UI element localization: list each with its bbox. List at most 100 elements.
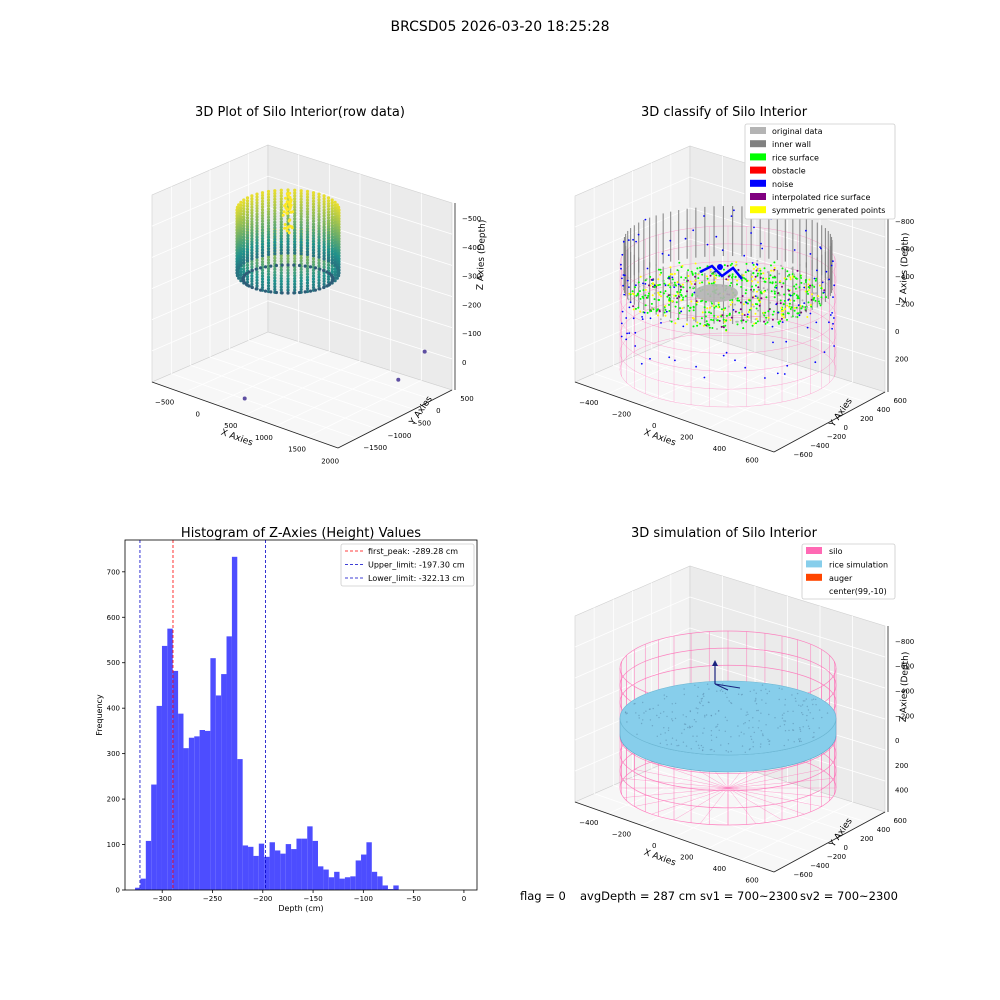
- cls-point: [664, 290, 667, 293]
- cls-point: [709, 268, 712, 271]
- sim-rice-point: [697, 686, 699, 689]
- cls-point: [751, 303, 754, 306]
- cls-point: [736, 320, 739, 323]
- raw-point: [274, 263, 278, 268]
- cls-point: [773, 266, 776, 269]
- panel-simulation-3d: 3D simulation of Silo Interior −400−2000…: [574, 526, 914, 884]
- raw-z-tick-label: −300: [462, 273, 481, 281]
- raw-point: [326, 227, 331, 231]
- cls-point: [646, 296, 649, 299]
- cls-point: [782, 316, 785, 319]
- raw-point: [308, 289, 313, 293]
- raw-point: [255, 238, 259, 242]
- cls-point: [779, 320, 782, 323]
- cls-noise-point: [669, 239, 672, 242]
- sim-rice-point: [757, 727, 760, 729]
- raw-point: [260, 260, 265, 264]
- histogram-y-tick-label: 100: [107, 841, 120, 849]
- cls-noise-point: [833, 284, 836, 287]
- histogram-legend-label: Upper_limit: -197.30 cm: [368, 561, 465, 570]
- cls-point: [774, 286, 776, 289]
- cls-point: [724, 324, 727, 327]
- sim-rice-point: [804, 700, 806, 702]
- raw-point: [317, 258, 321, 262]
- cls-z-tick-label: −600: [895, 245, 914, 253]
- histogram-bar: [258, 843, 265, 890]
- sim-z-tick-label: −800: [895, 638, 914, 646]
- sim-rice-point: [743, 733, 745, 735]
- cls-point: [657, 314, 659, 317]
- sim-rice-point: [663, 694, 665, 696]
- raw-point: [311, 236, 316, 241]
- cls-point: [765, 296, 768, 299]
- histogram-bar: [366, 842, 372, 890]
- cls-point: [817, 295, 819, 298]
- raw-point: [242, 261, 246, 265]
- raw-point: [250, 211, 254, 215]
- sim-legend-swatch: [806, 560, 822, 568]
- raw-point: [247, 270, 251, 274]
- cls-noise-point: [620, 263, 622, 266]
- sim-rice-point: [809, 712, 811, 714]
- cls-point: [793, 309, 796, 312]
- cls-point: [760, 297, 763, 300]
- raw-point: [260, 248, 265, 252]
- raw-point: [273, 197, 277, 201]
- raw-point: [299, 259, 303, 263]
- cls-noise-point: [649, 317, 652, 320]
- cls-point: [766, 288, 769, 291]
- cls-noise-point: [823, 351, 826, 353]
- cls-point: [788, 273, 791, 276]
- cls-point: [746, 319, 749, 322]
- sim-rice-point: [755, 692, 757, 694]
- raw-point: [317, 235, 321, 239]
- raw-point: [330, 207, 334, 211]
- sim-rice-point: [716, 725, 718, 727]
- cls-point: [701, 311, 704, 314]
- raw-point: [293, 285, 297, 289]
- raw-point: [317, 264, 321, 268]
- cls-noise-point: [622, 284, 624, 287]
- raw-point: [303, 264, 307, 268]
- cls-point: [786, 304, 789, 307]
- raw-point: [311, 202, 316, 206]
- sim-rice-point: [719, 690, 722, 692]
- raw-point: [250, 200, 254, 204]
- cls-noise-point: [722, 354, 725, 357]
- cls-noise-point: [642, 282, 644, 285]
- cls-noise-point: [632, 317, 635, 320]
- sim-rice-point: [625, 713, 627, 715]
- cls-noise-point: [798, 314, 801, 317]
- raw-point: [326, 219, 331, 223]
- cls-point: [735, 320, 738, 323]
- raw-point: [245, 250, 250, 254]
- cls-point: [820, 296, 823, 299]
- sim-grid: [574, 596, 886, 658]
- sim-rice-point: [799, 738, 801, 740]
- cls-point: [796, 312, 799, 315]
- sim-rice-point: [663, 727, 665, 729]
- cls-point: [664, 308, 667, 311]
- cls-point: [762, 287, 765, 290]
- raw-point: [326, 202, 331, 206]
- cls-point: [777, 321, 780, 324]
- cls-point: [757, 309, 760, 312]
- raw-point: [242, 212, 246, 216]
- raw-point: [305, 284, 310, 288]
- cls-noise-point: [692, 229, 695, 232]
- sim-rice-point: [815, 698, 817, 701]
- cls-noise-point: [620, 267, 622, 270]
- raw-point: [305, 189, 310, 194]
- raw-point: [250, 217, 254, 221]
- cls-point: [692, 305, 695, 308]
- raw-point: [311, 242, 316, 246]
- cls-point: [749, 299, 751, 302]
- sim-rice-point: [626, 721, 628, 723]
- raw-point: [242, 224, 246, 228]
- cls-noise-point: [832, 260, 834, 263]
- cls-point: [751, 285, 753, 288]
- sim-rice-point: [660, 733, 662, 735]
- sim-rice-point: [783, 712, 785, 714]
- cls-point: [682, 296, 685, 299]
- raw-point: [330, 238, 334, 242]
